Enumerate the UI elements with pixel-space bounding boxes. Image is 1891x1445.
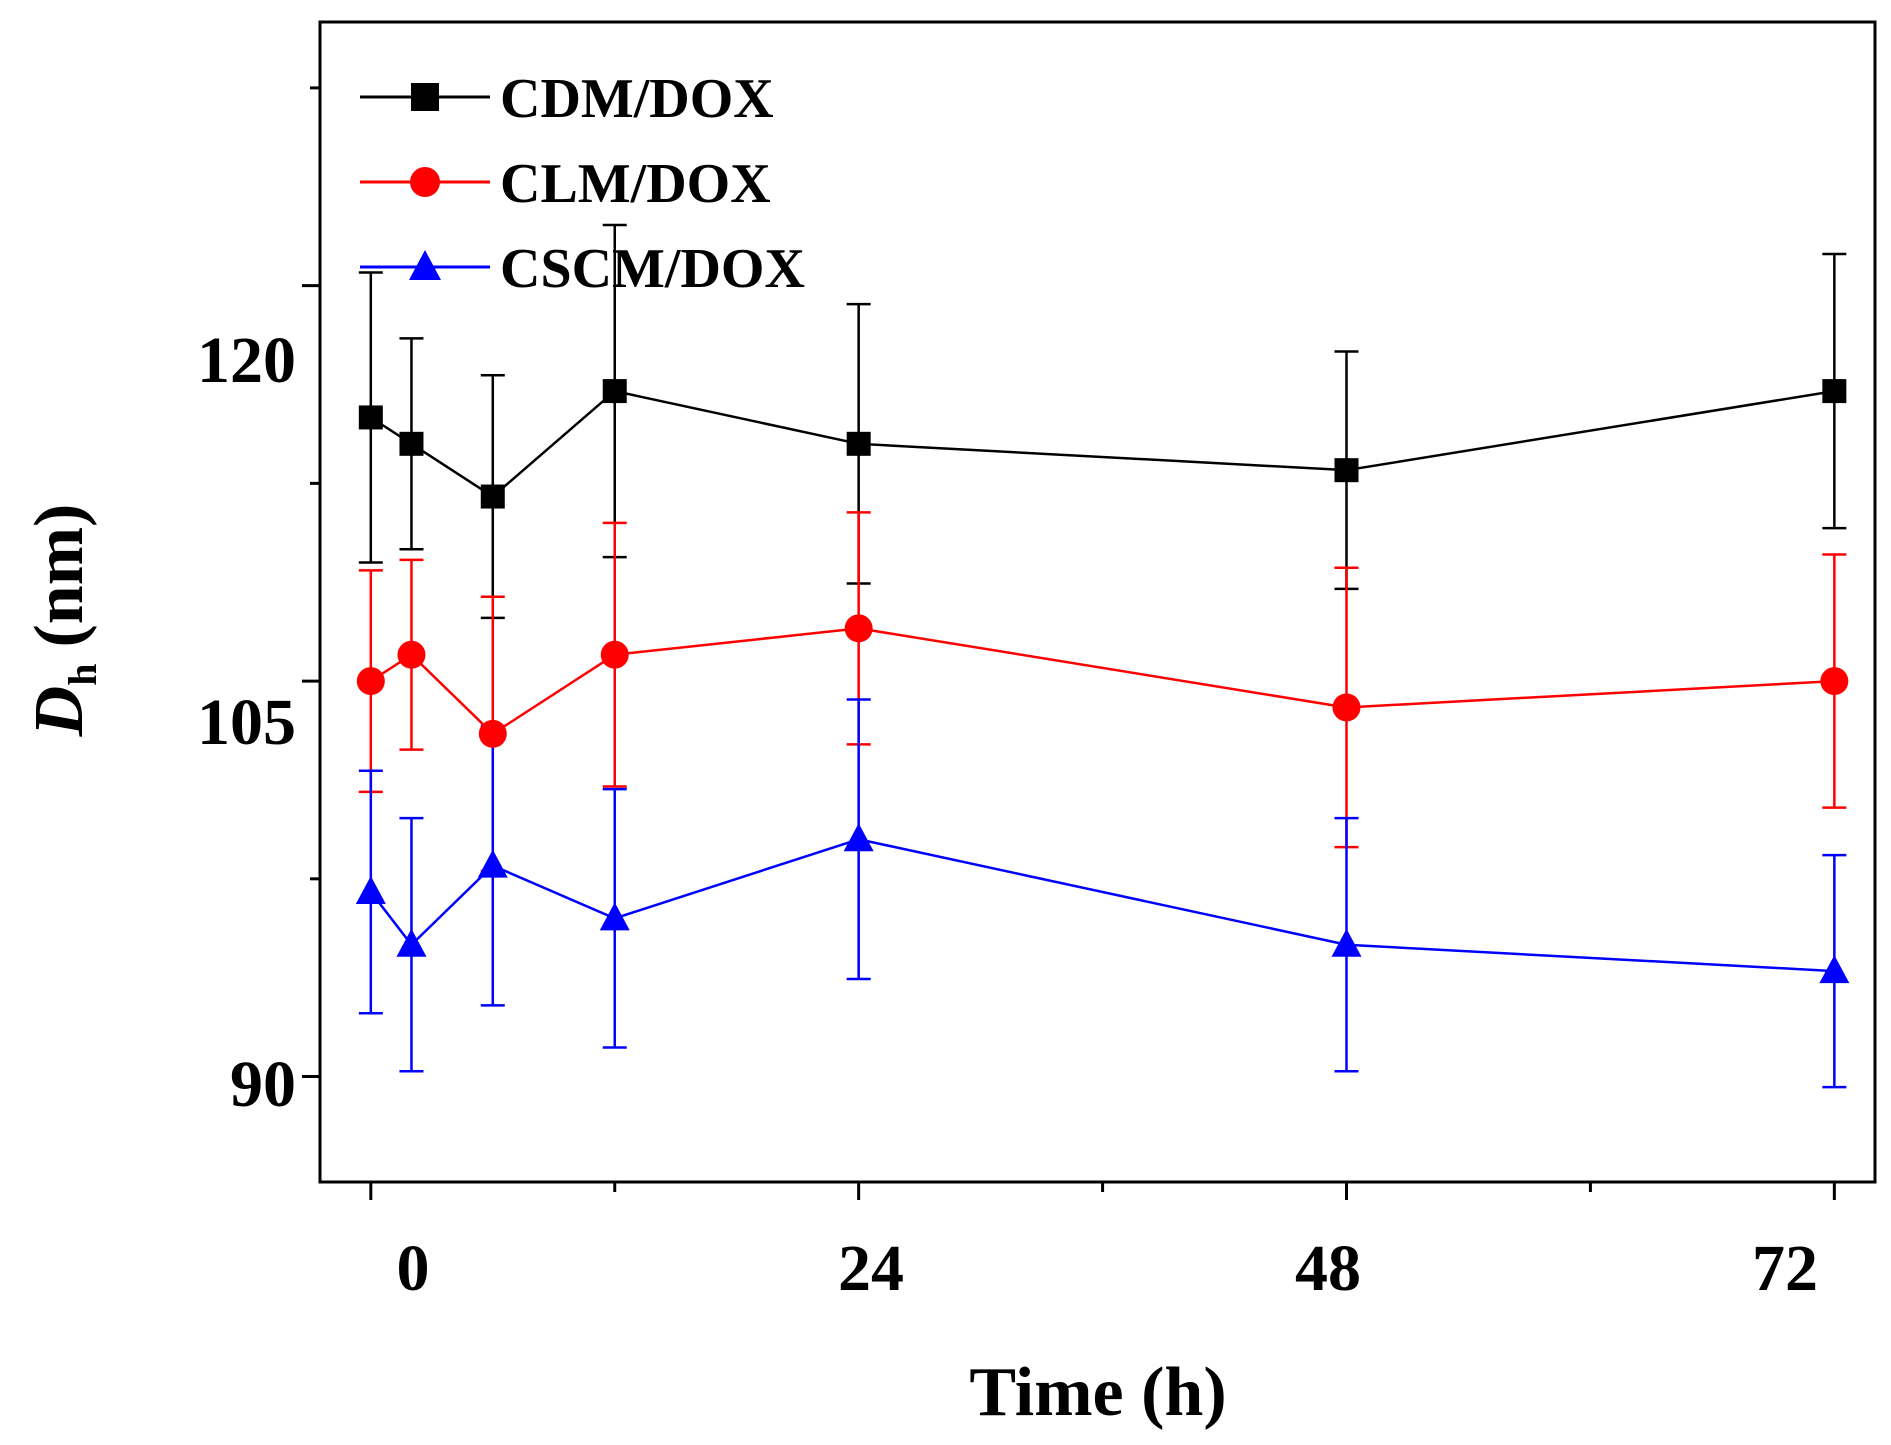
plot-frame	[318, 20, 1877, 1184]
y-axis-title-main: D	[21, 686, 98, 738]
y-axis-title-subscript: h	[60, 664, 105, 686]
data-point-cdm-dox	[399, 431, 424, 456]
data-point-cdm-dox	[358, 405, 383, 430]
data-point-clm-dox	[478, 719, 507, 748]
legend-label-cdm-dox: CDM/DOX	[500, 68, 774, 130]
legend-marker-cscm-dox	[409, 250, 441, 280]
error-bars	[358, 223, 1847, 1089]
data-point-cscm-dox	[599, 902, 630, 931]
y-axis-title-text: Dh (nm)	[21, 504, 105, 738]
legend-entry-cdm-dox: CDM/DOX	[360, 68, 774, 130]
x-tick-label-72: 72	[1752, 1232, 1818, 1305]
data-point-cscm-dox	[355, 876, 386, 904]
y-tick-labels: 120 105 90	[197, 324, 296, 1121]
data-point-cdm-dox	[480, 484, 505, 509]
data-point-cscm-dox	[843, 823, 874, 852]
y-tick-label-120: 120	[197, 324, 296, 397]
data-point-cscm-dox	[1331, 928, 1362, 957]
x-tick-labels: 0 24 48 72	[397, 1232, 1819, 1305]
series-lines	[369, 389, 1835, 973]
data-point-cdm-dox	[1822, 379, 1847, 404]
legend: CDM/DOX CLM/DOX CSCM/DOX	[360, 68, 805, 300]
x-tick-label-48: 48	[1295, 1232, 1361, 1305]
data-point-clm-dox	[844, 614, 873, 643]
data-point-clm-dox	[1332, 693, 1361, 722]
legend-marker-cdm-dox	[411, 83, 439, 111]
data-point-clm-dox	[397, 640, 426, 669]
x-tick-label-24: 24	[838, 1232, 904, 1305]
legend-label-cscm-dox: CSCM/DOX	[500, 238, 805, 300]
legend-entry-cscm-dox: CSCM/DOX	[360, 238, 805, 300]
x-axis-title: Time (h)	[969, 1354, 1226, 1431]
data-point-clm-dox	[356, 667, 385, 696]
series-markers	[355, 379, 1850, 984]
data-point-clm-dox	[600, 640, 629, 669]
series-line-clm-dox	[370, 627, 1835, 736]
axis-ticks	[302, 86, 1836, 1200]
legend-marker-clm-dox	[410, 167, 440, 197]
legend-label-clm-dox: CLM/DOX	[500, 153, 771, 215]
data-point-cdm-dox	[846, 431, 871, 456]
y-tick-label-105: 105	[197, 686, 296, 759]
y-axis-title-unit: (nm)	[21, 504, 98, 648]
legend-entry-clm-dox: CLM/DOX	[360, 153, 771, 215]
data-point-cscm-dox	[396, 928, 427, 957]
data-point-cdm-dox	[1334, 458, 1359, 483]
series-line-cdm-dox	[370, 389, 1835, 499]
data-point-cscm-dox	[1819, 955, 1850, 984]
y-axis-title: Dh (nm)	[21, 504, 105, 738]
x-tick-label-0: 0	[397, 1232, 430, 1305]
y-tick-label-90: 90	[230, 1048, 296, 1121]
data-point-cdm-dox	[602, 379, 627, 404]
data-point-clm-dox	[1820, 667, 1849, 696]
data-point-cscm-dox	[477, 849, 508, 878]
series-line-cscm-dox	[369, 837, 1835, 973]
